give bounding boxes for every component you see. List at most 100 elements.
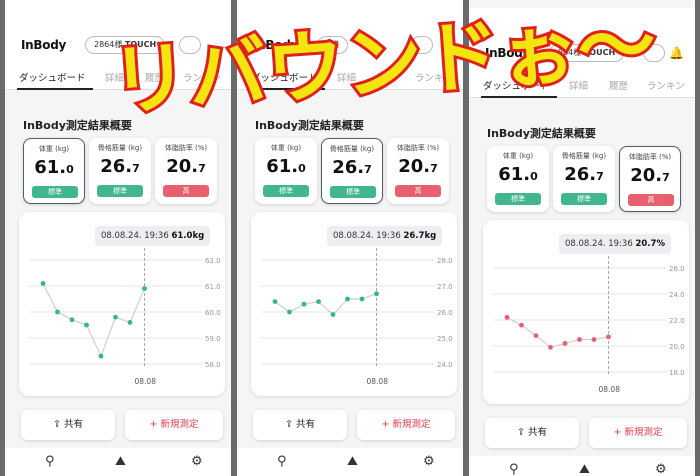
- status-badge: 高: [628, 194, 674, 206]
- y-tick-label: 58.0: [205, 361, 221, 369]
- y-tick-label: 27.0: [437, 283, 453, 291]
- bottom-nav: ⚲ ⛰ ⚙: [237, 448, 463, 476]
- summary-title: InBody測定結果概要: [23, 119, 132, 132]
- series-line: [274, 293, 377, 316]
- data-point: [40, 281, 46, 286]
- tooltip-date: 08.08.24. 19:36: [101, 231, 169, 241]
- bell-icon[interactable]: 🔔: [669, 46, 684, 60]
- metric-decimal: 7: [132, 162, 140, 175]
- body-icon[interactable]: ⚲: [45, 454, 55, 469]
- metric-card-weight[interactable]: 体重 (kg) 61.0 標準: [487, 146, 549, 212]
- tab-1[interactable]: 詳細: [569, 81, 589, 92]
- y-tick-label: 18.0: [669, 369, 685, 377]
- tab-3[interactable]: ランキン: [415, 73, 453, 84]
- metric-card-muscle[interactable]: 骨格筋量 (kg) 26.7 標準: [89, 138, 151, 204]
- settings-icon[interactable]: ⚙: [423, 454, 435, 469]
- tab-0[interactable]: ダッシュボード: [483, 81, 550, 92]
- x-axis-label: 08.08: [599, 385, 621, 394]
- series-line: [42, 283, 146, 358]
- new-measurement-button[interactable]: + 新規測定: [125, 410, 223, 440]
- active-tab-indicator: [481, 96, 557, 98]
- settings-icon[interactable]: ⚙: [655, 462, 667, 476]
- user-id-pill[interactable]: 4様: [317, 36, 349, 54]
- metric-int: 26.: [564, 164, 597, 185]
- new-measurement-button[interactable]: + 新規測定: [589, 418, 687, 448]
- data-point: [69, 317, 75, 323]
- share-button[interactable]: ⇪ 共有: [253, 410, 347, 440]
- metric-value: 26.7: [89, 156, 151, 177]
- tab-0[interactable]: ダッシュボード: [19, 73, 86, 84]
- metric-int: 20.: [166, 156, 199, 177]
- tab-3[interactable]: ランキン: [647, 81, 685, 92]
- trend-line-chart: 62.0 61.0 60.0 59.0 58.0 08.08: [29, 248, 221, 386]
- metric-decimal: 0: [298, 162, 306, 175]
- metric-card-weight[interactable]: 体重 (kg) 61.0 標準: [23, 138, 85, 204]
- metric-card-fat[interactable]: 体脂肪率 (%) 20.7 高: [619, 146, 681, 212]
- data-point: [287, 309, 292, 315]
- chart-tooltip: 08.08.24. 19:36 61.0kg: [95, 226, 211, 246]
- user-id-text: 864様: [558, 48, 582, 57]
- new-measurement-button[interactable]: + 新規測定: [357, 410, 455, 440]
- inbody-logo: InBody: [253, 38, 299, 52]
- qr-icon[interactable]: [643, 44, 665, 62]
- metric-decimal: 7: [198, 162, 206, 175]
- y-tick-label: 25.0: [437, 335, 453, 343]
- metric-int: 20.: [398, 156, 431, 177]
- data-point: [533, 333, 539, 338]
- tab-bar: ダッシュボード 詳細 履歴 ランキン: [469, 70, 695, 98]
- stats-icon[interactable]: ⛰: [115, 454, 126, 469]
- share-button[interactable]: ⇪ 共有: [485, 418, 579, 448]
- plus-icon: +: [381, 419, 393, 430]
- settings-icon[interactable]: ⚙: [191, 454, 203, 469]
- active-tab-indicator: [249, 88, 325, 90]
- user-id-text: 4様: [326, 40, 340, 49]
- user-id-pill[interactable]: 2864様 TOUCH: [85, 36, 166, 54]
- tab-2[interactable]: 履歴: [609, 81, 629, 92]
- tooltip-value: 26.7kg: [403, 231, 437, 241]
- qr-icon[interactable]: [179, 36, 201, 54]
- metric-card-muscle[interactable]: 骨格筋量 (kg) 26.7 標準: [553, 146, 615, 212]
- body-icon[interactable]: ⚲: [277, 454, 287, 469]
- tooltip-date: 08.08.24. 19:36: [333, 231, 401, 241]
- plus-icon: +: [149, 419, 161, 430]
- data-point: [316, 299, 321, 304]
- status-badge: 高: [395, 185, 441, 197]
- data-point: [272, 299, 278, 304]
- metric-value: 61.0: [24, 157, 84, 178]
- tab-0[interactable]: ダッシュボード: [251, 73, 318, 84]
- y-tick-label: 26.0: [669, 265, 685, 273]
- metric-int: 61.: [34, 157, 67, 178]
- metric-card-muscle[interactable]: 骨格筋量 (kg) 26.7 標準: [321, 138, 383, 204]
- metric-label: 体脂肪率 (%): [164, 144, 208, 152]
- metric-card-fat[interactable]: 体脂肪率 (%) 20.7 高: [387, 138, 449, 204]
- y-tick-label: 61.0: [205, 283, 221, 291]
- stats-icon[interactable]: ⛰: [579, 462, 590, 476]
- stats-icon[interactable]: ⛰: [347, 454, 358, 469]
- metric-label: 体脂肪率 (%): [628, 153, 672, 161]
- data-point: [345, 296, 350, 302]
- status-badge: 標準: [330, 186, 376, 198]
- tab-1[interactable]: 詳細: [105, 73, 125, 84]
- data-point: [577, 337, 582, 342]
- chart-tooltip: 08.08.24. 19:36 20.7%: [559, 234, 671, 254]
- tab-3[interactable]: ランキン: [183, 73, 221, 84]
- inbody-logo: InBody: [485, 46, 531, 60]
- qr-icon[interactable]: [411, 36, 433, 54]
- y-tick-label: 59.0: [205, 335, 221, 343]
- new-measurement-label: 新規測定: [624, 427, 663, 438]
- tab-2[interactable]: 履歴: [145, 73, 165, 84]
- tab-1[interactable]: 詳細: [337, 73, 357, 84]
- share-label: 共有: [295, 419, 315, 430]
- data-point: [142, 286, 147, 291]
- metric-decimal: 0: [530, 170, 538, 183]
- y-tick-label: 62.0: [205, 257, 221, 265]
- tooltip-value: 61.0kg: [171, 231, 205, 241]
- share-button[interactable]: ⇪ 共有: [21, 410, 115, 440]
- metric-card-weight[interactable]: 体重 (kg) 61.0 標準: [255, 138, 317, 204]
- body-icon[interactable]: ⚲: [509, 462, 519, 476]
- metric-label: 体重 (kg): [502, 152, 534, 160]
- data-point: [591, 337, 597, 342]
- tab-2[interactable]: 履歴: [377, 73, 397, 84]
- user-id-pill[interactable]: 864様 TOUCH: [549, 44, 625, 62]
- metric-card-fat[interactable]: 体脂肪率 (%) 20.7 高: [155, 138, 217, 204]
